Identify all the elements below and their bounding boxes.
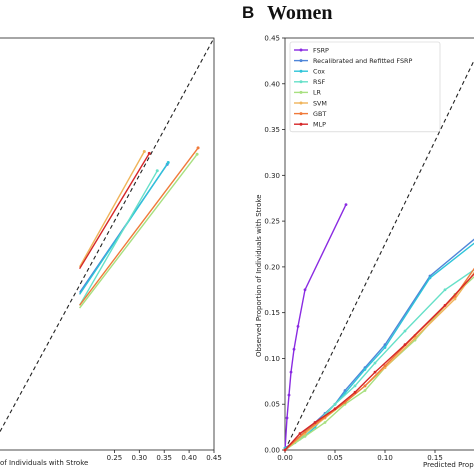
series-point: [383, 346, 387, 349]
y-tick-label: 0.15: [264, 309, 280, 317]
legend-marker: [299, 90, 303, 94]
panel-left: 0.25 0.30 0.35 0.40 0.45 of Individuals with…: [0, 37, 222, 467]
series-endpoint: [195, 152, 199, 156]
series-line-0: [284, 204, 347, 451]
series-point: [333, 407, 337, 411]
y-tick-label: 0.25: [264, 218, 280, 226]
series-point: [323, 421, 327, 424]
series-line-5: [79, 153, 198, 309]
legend-marker: [299, 122, 303, 126]
series-point: [353, 390, 357, 394]
panel-right-series: [283, 59, 474, 452]
x-tick-label: 0.30: [132, 454, 148, 462]
series-endpoint: [196, 146, 200, 150]
series-point: [343, 389, 347, 392]
x-tick-label: 0.25: [107, 454, 123, 462]
series-endpoint: [155, 169, 159, 173]
legend-marker: [299, 80, 303, 84]
series-point: [443, 303, 447, 307]
y-tick-label: 0.40: [264, 80, 280, 88]
panel-right: B Women 0.00 0.05 0.10 0.15 0.20 0.25 0.30 0.35…: [242, 2, 474, 469]
legend-label: RSF: [313, 78, 325, 86]
series-line-4: [78, 170, 158, 306]
legend-box: [289, 41, 441, 133]
series-point: [403, 329, 407, 333]
legend-label: MLP: [313, 121, 326, 129]
x-tick-label: 0.35: [156, 454, 172, 462]
series-point: [289, 370, 293, 374]
series-line-2: [284, 242, 474, 449]
legend: FSRP Recalibrated and Refitted FSRP Cox RSF…: [289, 41, 441, 133]
series-point: [353, 384, 357, 388]
series-point: [303, 288, 307, 292]
series-line-6: [79, 147, 199, 306]
series-endpoint: [147, 151, 151, 155]
panel-left-x-ticks: 0.25 0.30 0.35 0.40 0.45: [107, 450, 222, 462]
series-endpoint: [166, 161, 170, 165]
series-point: [313, 421, 317, 424]
reference-diagonal: [0, 37, 215, 433]
y-tick-label: 0.10: [264, 355, 280, 363]
series-point: [453, 297, 457, 301]
series-point: [285, 416, 289, 420]
legend-marker: [299, 69, 303, 73]
x-tick-label: 0.40: [181, 454, 197, 462]
series-point: [287, 393, 291, 397]
series-point: [373, 370, 377, 374]
panel-right-xlabel: Predicted Propo: [423, 461, 474, 469]
series-point: [298, 432, 302, 435]
x-tick-label: 0.00: [277, 454, 293, 462]
series-point: [344, 203, 348, 207]
reference-diagonal: [284, 59, 474, 451]
y-tick-label: 0.20: [264, 263, 280, 271]
series-point: [296, 325, 300, 328]
y-tick-label: 0.35: [264, 126, 280, 134]
panel-right-ylabel: Observed Proportion of Individuals with …: [255, 194, 263, 357]
legend-label: SVM: [313, 99, 327, 107]
panel-left-series: [0, 37, 215, 433]
legend-marker: [299, 101, 303, 105]
panel-right-x-ticks: 0.00 0.05 0.10 0.15: [277, 450, 443, 462]
legend-label: LR: [313, 89, 322, 97]
series-line-1: [79, 153, 150, 270]
panel-left-xlabel: of Individuals with Stroke: [0, 459, 88, 467]
panel-b-title: Women: [267, 2, 333, 24]
y-tick-label: 0.05: [264, 401, 280, 409]
series-point: [413, 336, 417, 340]
x-tick-label: 0.15: [427, 454, 443, 462]
series-line-0: [78, 151, 145, 268]
series-point: [333, 402, 337, 406]
panel-left-frame: [0, 37, 215, 451]
series-point: [383, 364, 387, 368]
series-point: [283, 448, 287, 452]
panel-b-letter: B: [242, 3, 254, 22]
legend-marker: [299, 48, 303, 52]
panel-right-y-ticks: 0.00 0.05 0.10 0.15 0.20 0.25 0.30 0.35 0.40 0.45: [264, 35, 285, 455]
y-tick-label: 0.45: [264, 35, 280, 43]
legend-marker: [299, 59, 303, 63]
series-point: [363, 368, 367, 371]
legend-label: Cox: [313, 68, 325, 76]
series-point: [428, 276, 432, 280]
series-point: [443, 288, 447, 292]
y-tick-label: 0.00: [264, 447, 280, 455]
y-tick-label: 0.30: [264, 172, 280, 180]
legend-label: FSRP: [313, 46, 329, 54]
series-endpoint: [142, 150, 146, 154]
series-point: [373, 361, 377, 365]
legend-label: Recalibrated and Refitted FSRP: [313, 57, 412, 65]
x-tick-label: 0.45: [206, 454, 222, 462]
legend-marker: [299, 112, 303, 116]
legend-label: GBT: [313, 110, 326, 118]
series-line-1: [284, 238, 474, 449]
x-tick-label: 0.10: [377, 454, 393, 462]
series-point: [303, 434, 307, 438]
series-point: [363, 384, 367, 388]
series-point: [292, 347, 296, 351]
series-point: [363, 389, 367, 392]
series-point: [403, 343, 407, 347]
x-tick-label: 0.05: [327, 454, 343, 462]
